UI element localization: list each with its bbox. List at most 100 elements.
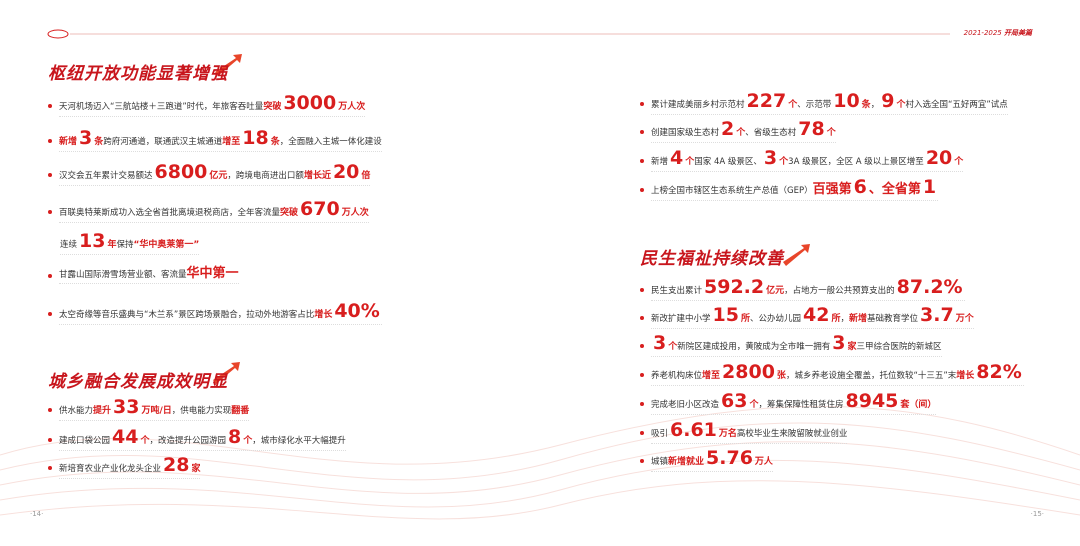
- highlight-text: 倍: [361, 171, 371, 181]
- item-text: 甘露山国际滑雪场营业额、客流量: [59, 270, 187, 280]
- bullet: [640, 459, 644, 463]
- key-figure: 6: [853, 176, 867, 198]
- item-text: 新改扩建中小学: [651, 314, 711, 324]
- bullet-item: 新增 3 条跨府河通道，联通武汉主城通道 增至 18 条，全面融入主城一体化建设: [59, 127, 382, 152]
- key-figure: 10: [833, 90, 860, 112]
- key-figure: 3: [832, 332, 846, 354]
- highlight-text: 增长: [314, 310, 333, 320]
- item-text: ，城乡养老设施全覆盖，托位数较“十三五”末: [785, 371, 957, 381]
- item-text: 跨府河通道，联通武汉主城通道: [103, 137, 223, 147]
- item-text: 新培育农业产业化龙头企业: [59, 464, 162, 474]
- bullet-item: 建成口袋公园 44 个，改造提升公园游园 8 个，城市绿化水平大幅提升: [59, 426, 346, 451]
- highlight-text: 条: [861, 100, 871, 110]
- item-text: ，: [840, 314, 849, 324]
- highlight-text: 个: [788, 100, 798, 110]
- bullet-item: 累计建成美丽乡村示范村 227 个、示范带 10 条， 9 个村入选全国“五好两宜”试点: [651, 90, 1008, 115]
- item-text: 太空奇缘等音乐盛典与“木兰系”景区跨场景融合，拉动外地游客占比: [59, 310, 315, 320]
- key-figure: 8: [228, 426, 242, 448]
- highlight-text: 万吨/日: [141, 406, 172, 416]
- bullet: [48, 408, 52, 412]
- bullet: [640, 373, 644, 377]
- highlight-text: 个: [826, 128, 836, 138]
- bullet-item: 供水能力 提升 33 万吨/日 ，供电能力实现 翻番: [59, 396, 250, 421]
- bullet-item: 百联奥特莱斯成功入选全省首批离境退税商店，全年客流量 突破 670 万人次: [59, 198, 369, 223]
- item-text: 百联奥特莱斯成功入选全省首批离境退税商店，全年客流量: [59, 208, 281, 218]
- highlight-text: 年: [107, 240, 117, 250]
- item-text: 吸引: [651, 429, 669, 439]
- bullet-item: 养老机构床位 增至 2800 张，城乡养老设施全覆盖，托位数较“十三五”末 增长 82%: [651, 361, 1024, 386]
- highlight-text: 增长近: [303, 171, 331, 181]
- key-figure: 42: [803, 304, 830, 326]
- bullet-item: 完成老旧小区改造 63 个，筹集保障性租赁住房 8945 套（间）: [651, 390, 937, 415]
- key-figure: 3000: [283, 92, 337, 114]
- highlight-text: 亿元: [209, 171, 228, 181]
- highlight-text: 、全省第: [868, 182, 921, 197]
- highlight-text: 突破: [263, 102, 282, 112]
- item-text: 国家 4A 级景区、: [694, 157, 762, 167]
- item-text: 高校毕业生来陂留陂就业创业: [736, 429, 848, 439]
- highlight-text: 翻番: [231, 406, 250, 416]
- highlight-text: 增长: [956, 371, 975, 381]
- key-figure: 592.2: [704, 276, 765, 298]
- section-title: 枢纽开放功能显著增强: [48, 64, 228, 84]
- highlight-text: 个: [685, 157, 695, 167]
- bullet-item: 天河机场迈入“三航站楼＋三跑道”时代，年旅客吞吐量 突破 3000 万人次: [59, 92, 366, 117]
- key-figure: 44: [112, 426, 139, 448]
- item-text: 城镇: [651, 457, 669, 467]
- item-text: 、公办幼儿园: [749, 314, 801, 324]
- key-figure: 3: [763, 147, 778, 169]
- key-figure: 6.61: [670, 419, 717, 441]
- bullet-item: 甘露山国际滑雪场营业额、客流量 华中第一: [59, 262, 239, 284]
- highlight-text: 万个: [955, 314, 974, 324]
- key-figure: 20: [925, 147, 953, 169]
- bullet: [640, 188, 644, 192]
- item-text: ，占地方一般公共预算支出的: [784, 286, 895, 296]
- bullet: [640, 288, 644, 292]
- item-text: 养老机构床位: [651, 371, 703, 381]
- item-text: 民生支出累计: [651, 286, 703, 296]
- bullet: [640, 159, 644, 163]
- bullet-item: 上榜全国市辖区生态系统生产总值（GEP） 百强第 6 、全省第 1: [651, 176, 939, 201]
- key-figure: 3: [653, 332, 667, 354]
- highlight-text: 个: [243, 436, 253, 446]
- bullet: [640, 316, 644, 320]
- key-figure: 670: [300, 198, 340, 220]
- highlight-text: 所: [831, 314, 841, 324]
- item-text: 累计建成美丽乡村示范村: [651, 100, 745, 110]
- bullet-item: 3 个新院区建成投用，黄陂成为全市唯一拥有 3 家三甲综合医院的新城区: [651, 332, 942, 357]
- highlight-text: “华中奥莱第一”: [133, 240, 200, 250]
- bullet: [48, 104, 52, 108]
- highlight-text: 增至: [222, 137, 241, 147]
- bullet: [48, 139, 52, 143]
- item-text: ，筹集保障性租赁住房: [758, 400, 844, 410]
- highlight-text: 条: [94, 137, 104, 147]
- highlight-text: 新增: [59, 137, 78, 147]
- highlight-text: 万名: [718, 429, 737, 439]
- highlight-text: 增至: [702, 371, 721, 381]
- highlight-text: 万人次: [341, 208, 369, 218]
- item-text: 3A 级景区，全区 A 级以上景区增至: [788, 157, 924, 167]
- highlight-text: 突破: [280, 208, 299, 218]
- key-figure: 18: [242, 127, 269, 149]
- bullet: [640, 344, 644, 348]
- item-text: ，供电能力实现: [171, 406, 232, 416]
- item-text: ，城市绿化水平大幅提升: [252, 436, 346, 446]
- bullet-item: 新培育农业产业化龙头企业 28 家: [59, 454, 201, 479]
- key-figure: 9: [881, 90, 895, 112]
- item-text: 基础教育学位: [867, 314, 919, 324]
- highlight-text: 华中第一: [186, 266, 239, 281]
- item-text: 新院区建成投用，黄陂成为全市唯一拥有: [677, 342, 831, 352]
- item-text: 村入选全国“五好两宜”试点: [905, 100, 1008, 110]
- bullet: [640, 102, 644, 106]
- bullet-item: 新增 4 个国家 4A 级景区、 3 个 3A 级景区，全区 A 级以上景区增至 20 个: [651, 147, 964, 172]
- item-text: 连续: [60, 240, 78, 250]
- key-figure: 40%: [334, 300, 380, 322]
- item-text: 创建国家级生态村: [651, 128, 720, 138]
- item-text: 天河机场迈入“三航站楼＋三跑道”时代，年旅客吞吐量: [59, 102, 264, 112]
- bullet-item: 新改扩建中小学 15 所、公办幼儿园 42 所，新增 基础教育学位 3.7 万个: [651, 304, 974, 329]
- key-figure: 15: [712, 304, 739, 326]
- highlight-text: 亿元: [766, 286, 785, 296]
- highlight-text: 家: [191, 464, 201, 474]
